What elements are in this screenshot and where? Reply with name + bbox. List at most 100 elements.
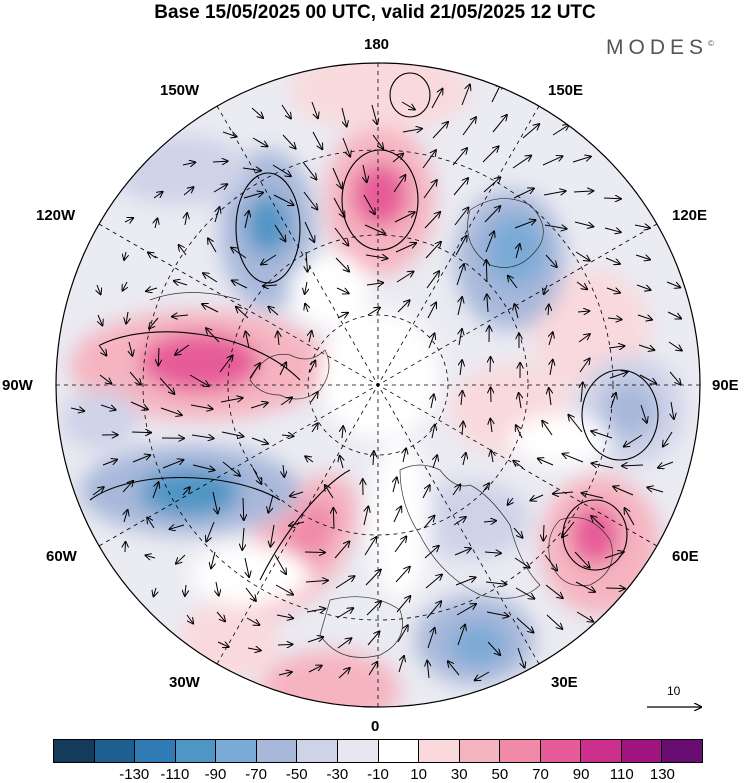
wind-vector bbox=[454, 548, 471, 556]
wind-vector bbox=[279, 362, 286, 376]
wind-vector bbox=[333, 508, 334, 529]
wind-vector bbox=[222, 461, 240, 476]
wind-vector bbox=[97, 284, 101, 294]
colorbar-tick-label: -50 bbox=[285, 766, 308, 783]
wind-vector bbox=[183, 187, 194, 196]
colorbar-swatch bbox=[499, 740, 540, 762]
wind-vector bbox=[604, 228, 621, 232]
wind-vector bbox=[607, 318, 622, 320]
wind-vector bbox=[337, 638, 351, 649]
brand-text: MODES bbox=[606, 36, 709, 59]
wind-vector bbox=[394, 537, 406, 553]
wind-vector bbox=[605, 257, 620, 264]
wind-vector bbox=[422, 485, 430, 499]
wind-vector bbox=[475, 671, 490, 680]
wind-vector bbox=[192, 464, 214, 470]
wind-vector bbox=[212, 161, 228, 162]
wind-vector bbox=[336, 608, 353, 619]
wind-vector bbox=[290, 492, 304, 496]
wind-vector bbox=[625, 508, 635, 526]
wind-vector bbox=[275, 584, 293, 595]
wind-vector bbox=[542, 421, 553, 436]
wind-vector bbox=[307, 637, 323, 643]
wind-vector bbox=[261, 254, 277, 265]
wind-vector bbox=[99, 374, 111, 384]
colorbar-swatch bbox=[580, 740, 621, 762]
wind-vector bbox=[148, 252, 157, 258]
wind-vector bbox=[572, 157, 591, 163]
lon-label-150e: 150E bbox=[548, 82, 584, 99]
wind-vector bbox=[592, 463, 614, 469]
wind-vector bbox=[70, 408, 84, 411]
wind-vector bbox=[395, 567, 410, 583]
wind-vector bbox=[222, 132, 237, 137]
wind-vector bbox=[490, 419, 492, 433]
wind-vector bbox=[461, 391, 462, 406]
wind-vector bbox=[517, 647, 525, 668]
colorbar-swatch bbox=[134, 740, 175, 762]
wind-vector bbox=[282, 134, 296, 149]
wind-vector bbox=[276, 615, 293, 618]
wind-vector bbox=[371, 104, 377, 124]
wind-vector bbox=[132, 455, 150, 463]
wind-vector bbox=[637, 315, 652, 320]
wind-vector bbox=[98, 314, 102, 325]
circulation-lines bbox=[89, 72, 659, 581]
wind-vector bbox=[427, 303, 436, 319]
wind-vector bbox=[423, 180, 437, 199]
wind-vector bbox=[191, 435, 214, 438]
wind-vector bbox=[576, 281, 587, 289]
wind-vector bbox=[130, 401, 148, 410]
wind-vector bbox=[508, 276, 518, 289]
wind-vector bbox=[236, 307, 249, 319]
wind-vector bbox=[302, 161, 316, 179]
wind-vector bbox=[146, 555, 156, 558]
map-boundary bbox=[55, 62, 701, 708]
wind-vector bbox=[544, 554, 557, 571]
wind-vector bbox=[581, 382, 583, 403]
wind-vector bbox=[425, 575, 442, 589]
wind-vector bbox=[403, 448, 406, 463]
chart-title: Base 15/05/2025 00 UTC, valid 21/05/2025… bbox=[154, 2, 596, 23]
wind-vector bbox=[462, 422, 463, 436]
wind-vector bbox=[402, 129, 422, 132]
colorbar-swatch bbox=[255, 740, 297, 762]
wind-vector bbox=[428, 333, 435, 349]
wind-vector bbox=[401, 101, 415, 110]
wind-vector bbox=[544, 284, 547, 294]
wind-vector bbox=[246, 617, 259, 625]
wind-vector bbox=[220, 398, 243, 403]
wind-vector bbox=[98, 344, 106, 356]
wind-vector bbox=[516, 244, 520, 259]
wind-vector bbox=[274, 224, 286, 241]
colorbar-tick-label: 50 bbox=[491, 766, 509, 783]
wind-vector bbox=[396, 272, 414, 283]
wind-vector bbox=[242, 527, 244, 550]
wind-vector bbox=[215, 207, 220, 223]
wind-vector bbox=[249, 363, 260, 379]
wind-vector bbox=[208, 238, 217, 253]
wind-vector bbox=[92, 487, 104, 496]
wind-vector bbox=[365, 255, 387, 258]
wind-vector bbox=[553, 492, 574, 494]
wind-vector bbox=[658, 461, 674, 468]
wind-vector bbox=[582, 493, 604, 499]
wind-vector bbox=[671, 401, 674, 419]
lon-label-120e: 120E bbox=[672, 207, 708, 224]
wind-vector bbox=[268, 494, 274, 513]
wind-vector bbox=[543, 191, 566, 195]
wind-vector bbox=[392, 154, 403, 163]
wind-vector bbox=[575, 581, 595, 592]
wind-vector bbox=[574, 221, 593, 227]
colorbar-swatch bbox=[377, 740, 419, 762]
wind-vector bbox=[337, 313, 348, 318]
wind-vector bbox=[425, 242, 441, 259]
wind-vector bbox=[159, 377, 174, 394]
wind-vector bbox=[281, 435, 294, 436]
wind-vector bbox=[206, 521, 215, 542]
wind-vector bbox=[373, 451, 374, 466]
wind-vector bbox=[305, 456, 314, 462]
wind-vector bbox=[482, 146, 499, 163]
wind-vector bbox=[484, 552, 501, 553]
wind-vector bbox=[243, 193, 263, 199]
